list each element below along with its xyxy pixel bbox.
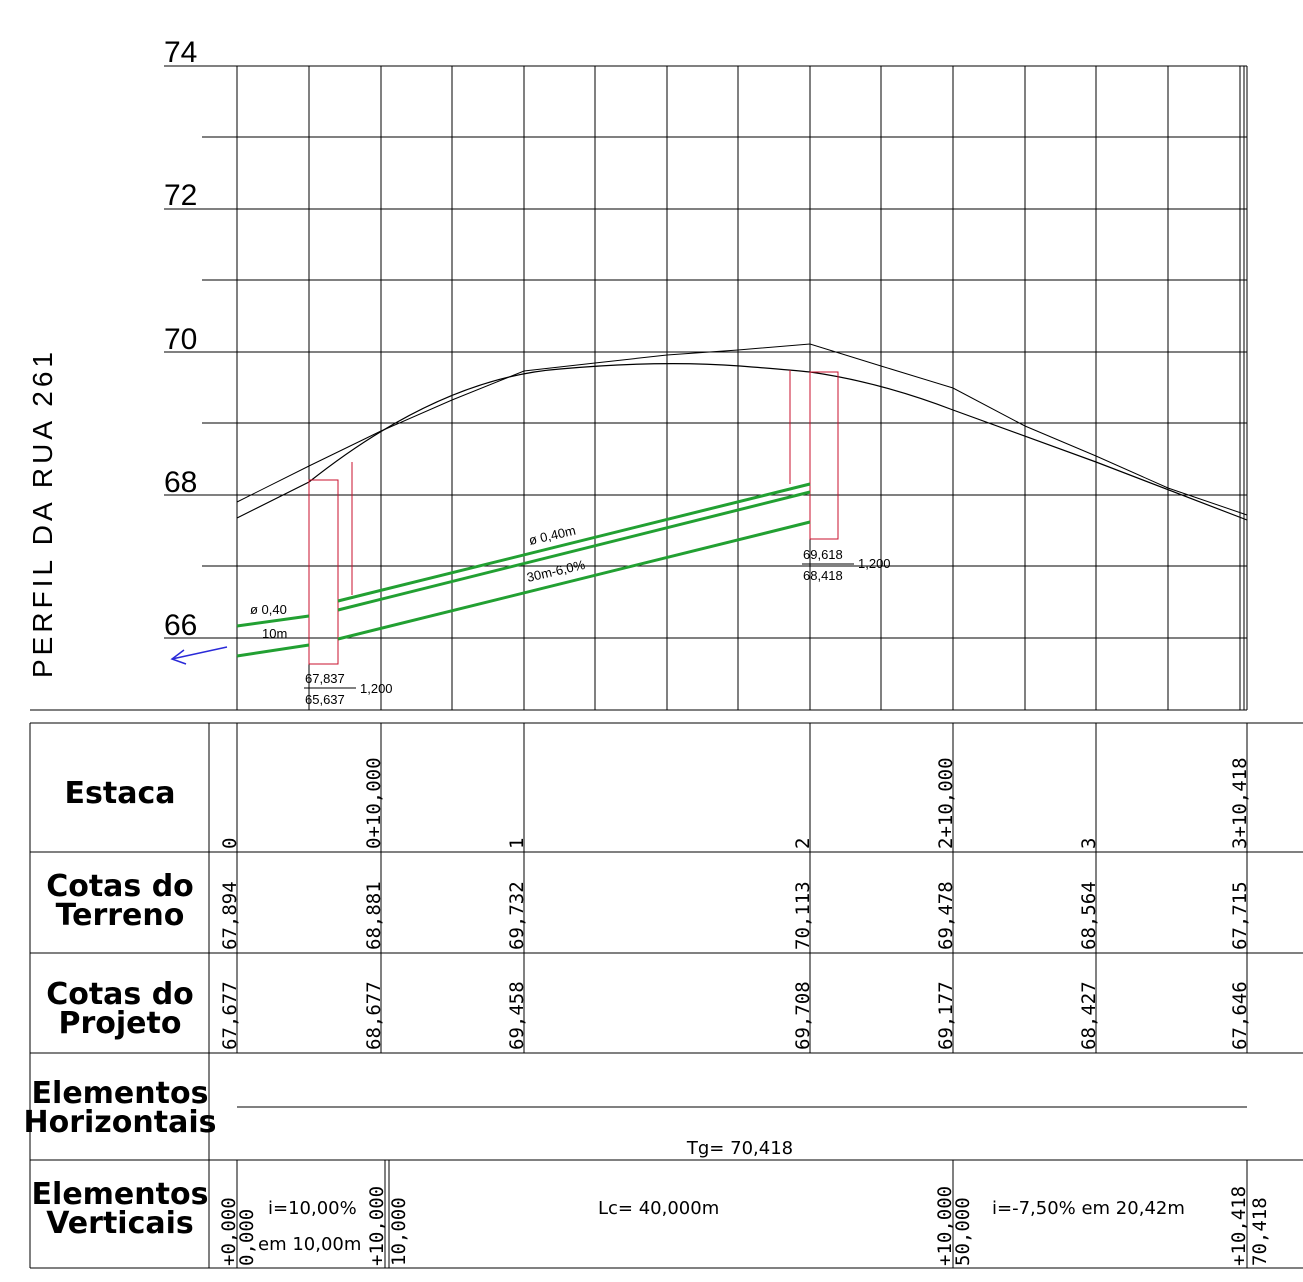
projeto-value: 67,646 [1229,981,1251,1050]
manhole-2-label: 69,618 68,418 1,200 [802,547,891,583]
svg-text:+10,418: +10,418 [1228,1186,1250,1266]
pipe-1-diameter: ø 0,40 [250,602,287,617]
terreno-value: 68,564 [1078,881,1100,950]
estaca-value: 2 [792,838,814,849]
y-label-74: 74 [164,36,197,69]
row-label-vert-2: Verticais [46,1206,194,1241]
row-label-terreno-1: Cotas do [46,869,194,904]
tangent-label: Tg= 70,418 [686,1138,793,1159]
projeto-value: 67,677 [219,981,241,1050]
data-table [29,722,1303,1269]
pipe-1-length: 10m [262,626,287,641]
flow-arrow-icon [170,646,228,665]
terreno-value: 67,715 [1229,881,1251,950]
svg-text:+0,000: +0,000 [218,1197,240,1266]
svg-text:+10,000: +10,000 [934,1186,956,1266]
svg-text:69,618: 69,618 [803,547,843,562]
svg-text:65,637: 65,637 [305,692,345,707]
terreno-value: 69,732 [506,881,528,950]
manhole-2 [789,370,839,540]
row-label-horiz-1: Elementos [32,1076,209,1111]
slope-2-label: i=-7,50% em 20,42m [992,1198,1185,1219]
row-label-vert-1: Elementos [32,1177,209,1212]
manhole-1-label: 67,837 65,637 1,200 [304,671,393,707]
estaca-value: 3 [1078,838,1100,849]
estaca-value: 1 [506,838,528,849]
estaca-value: 0 [219,838,241,849]
y-label-72: 72 [164,179,197,212]
estaca-values: 0 0+10,000 1 2 2+10,000 3 3+10,418 [219,757,1251,849]
y-axis-labels: 74 72 70 68 66 [164,36,197,642]
projeto-value: 69,458 [506,981,528,1050]
projeto-value: 69,177 [935,981,957,1050]
projeto-value: 68,427 [1078,981,1100,1050]
svg-text:50,000: 50,000 [952,1197,974,1266]
svg-text:67,837: 67,837 [305,671,345,686]
svg-text:10,000: 10,000 [388,1197,410,1266]
side-title: PERFIL DA RUA 261 [27,348,58,678]
row-label-estaca: Estaca [65,776,176,811]
terreno-value: 69,478 [935,881,957,950]
terreno-value: 68,881 [363,881,385,950]
projeto-value: 68,677 [363,981,385,1050]
row-label-projeto-2: Projeto [59,1006,182,1041]
svg-text:70,418: 70,418 [1249,1197,1271,1266]
row-label-projeto-1: Cotas do [46,977,194,1012]
svg-text:1,200: 1,200 [858,556,891,571]
estaca-value: 3+10,418 [1229,757,1251,849]
slope-1-label: i=10,00% [268,1198,357,1219]
y-label-70: 70 [164,323,197,356]
estaca-value: 0+10,000 [363,757,385,849]
terreno-value: 70,113 [792,881,814,950]
projeto-values: 67,677 68,677 69,458 69,708 69,177 68,42… [219,981,1251,1050]
row-label-horiz-2: Horizontais [24,1105,217,1140]
svg-text:0,000: 0,000 [236,1209,258,1266]
design-profile-curve [236,363,1248,521]
curve-length-label: Lc= 40,000m [598,1198,719,1219]
y-label-68: 68 [164,466,197,499]
estaca-value: 2+10,000 [935,757,957,849]
y-label-66: 66 [164,609,197,642]
terreno-values: 67,894 68,881 69,732 70,113 69,478 68,56… [219,881,1251,950]
slope-1-length: em 10,00m [258,1234,361,1255]
pipe-segments [236,482,811,658]
vertical-elements: +0,000 0,000 i=10,00% em 10,00m +10,000 … [218,1186,1271,1266]
svg-text:68,418: 68,418 [803,568,843,583]
manhole-1 [308,462,353,665]
svg-text:1,200: 1,200 [360,681,393,696]
terreno-value: 67,894 [219,881,241,950]
terrain-profile-line [236,343,1248,516]
svg-text:+10,000: +10,000 [366,1186,388,1266]
profile-grid [30,65,1248,711]
row-label-terreno-2: Terreno [56,898,185,933]
projeto-value: 69,708 [792,981,814,1050]
